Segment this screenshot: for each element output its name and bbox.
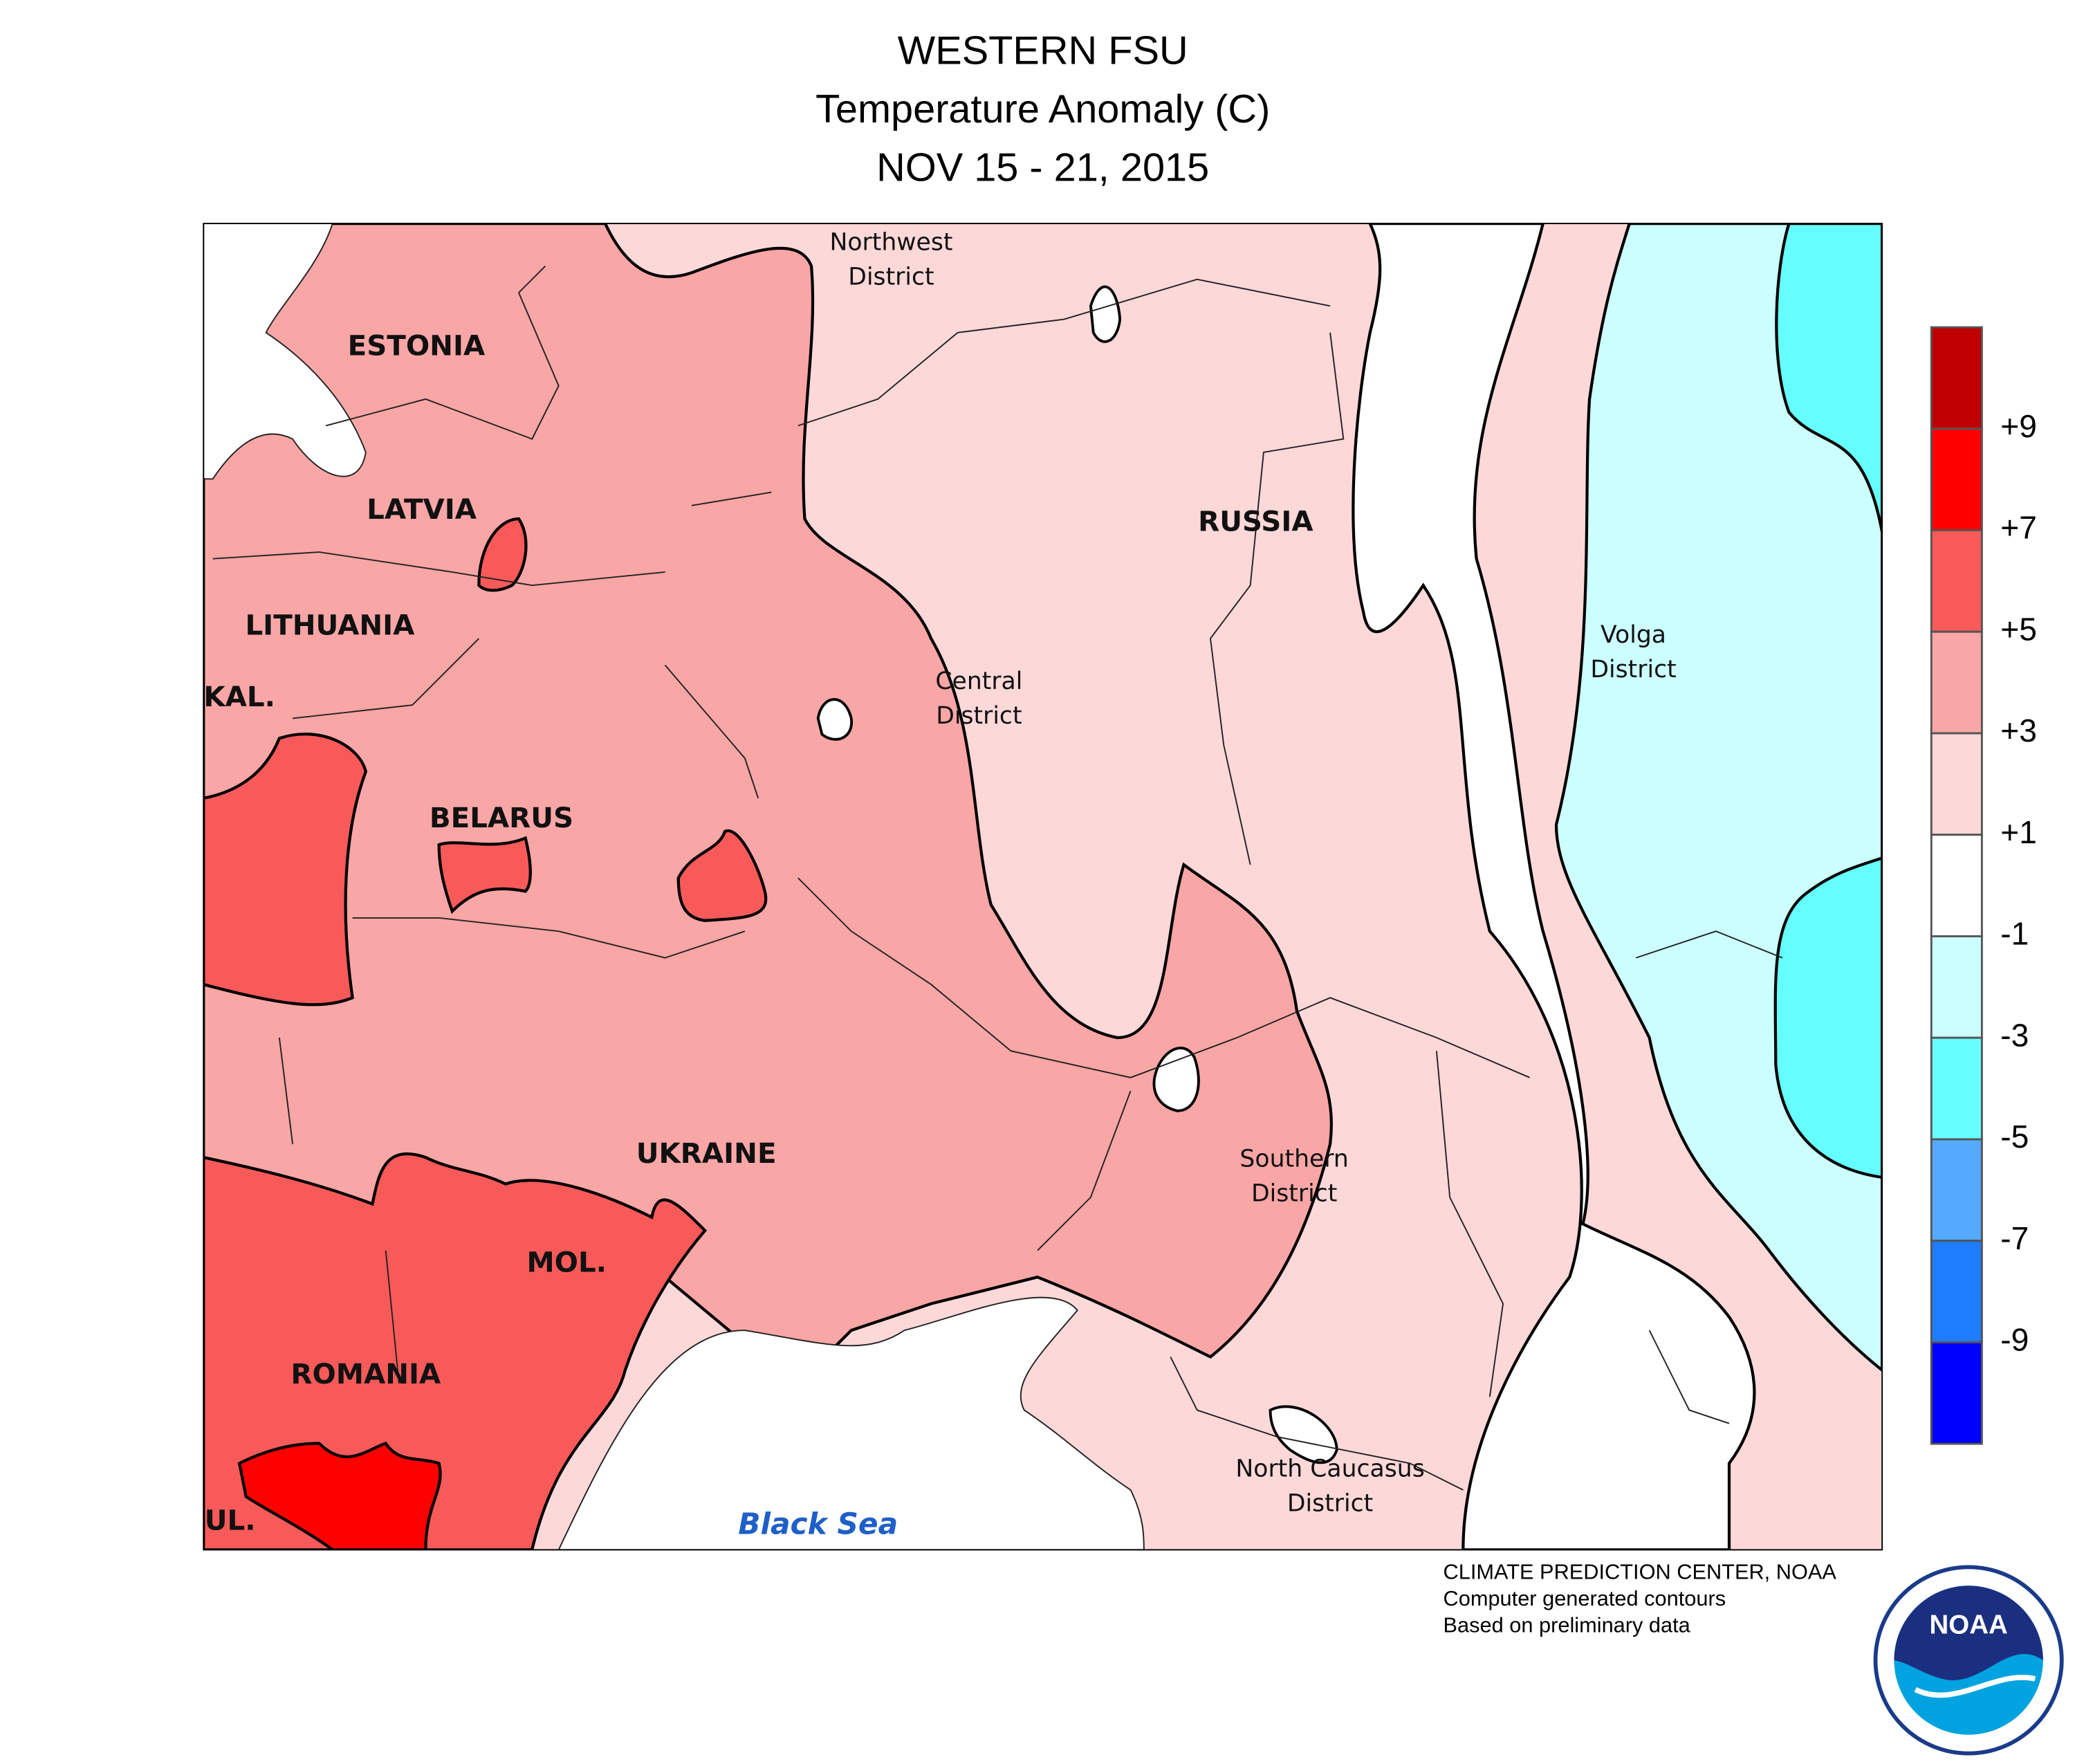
contour-area <box>816 698 853 741</box>
contour-area <box>237 1442 442 1550</box>
sea <box>203 223 367 480</box>
region-labels: ESTONIA LATVIA LITHUANIA KAL. BELARUS UKRAINE… <box>183 229 1676 1541</box>
credit-line: Computer generated contours <box>1444 1586 1726 1610</box>
legend-label: +3 <box>2000 713 2037 748</box>
credit-line: CLIMATE PREDICTION CENTER, NOAA <box>1444 1560 1837 1584</box>
legend-label: -9 <box>2000 1322 2029 1358</box>
sea-label: Black Sea <box>738 1507 898 1541</box>
district-label: Volga <box>1601 621 1666 649</box>
legend-label: -1 <box>2000 916 2029 952</box>
region-label: MOL. <box>526 1246 607 1278</box>
map-period: NOV 15 - 21, 2015 <box>876 146 1209 190</box>
legend-swatch <box>1930 1036 1983 1141</box>
legend-swatch <box>1930 732 1983 836</box>
noaa-logo: NOAA <box>1873 1565 2064 1756</box>
region-label: ESTONIA <box>348 329 486 362</box>
legend-swatch <box>1930 1138 1983 1242</box>
contour-area <box>1775 223 1883 533</box>
district-label: District <box>1590 656 1676 683</box>
logo-text: NOAA <box>1930 1610 2008 1640</box>
contour-area <box>477 517 528 592</box>
legend-label: -5 <box>2000 1119 2029 1155</box>
legend-swatch <box>1930 935 1983 1039</box>
legend-swatch <box>1930 834 1983 937</box>
legend-label: +1 <box>2000 814 2037 850</box>
legend-label: +5 <box>2000 611 2037 647</box>
legend-swatch <box>1930 326 1983 430</box>
contour-area <box>1773 856 1883 1179</box>
legend-swatch <box>1930 630 1983 735</box>
credits: CLIMATE PREDICTION CENTER, NOAA Computer… <box>1444 1560 1837 1637</box>
map-subtitle: Temperature Anomaly (C) <box>815 87 1270 131</box>
contour-area <box>1269 1405 1338 1464</box>
district-label: District <box>1287 1490 1373 1518</box>
region-label: LATVIA <box>367 493 477 526</box>
district-label: Central <box>935 668 1022 695</box>
legend-label: -7 <box>2000 1220 2029 1256</box>
region-label: BELARUS <box>430 802 573 834</box>
region-label: LITHUANIA <box>245 609 415 641</box>
contour-area <box>203 733 368 1007</box>
legend-label: +9 <box>2000 408 2037 444</box>
district-label: District <box>936 702 1022 730</box>
district-label: District <box>1251 1180 1337 1208</box>
contour-area <box>676 829 768 922</box>
contour-area <box>1352 223 1756 1550</box>
district-label: Southern <box>1239 1146 1348 1173</box>
sea <box>557 1296 1145 1550</box>
legend-label: -3 <box>2000 1017 2029 1053</box>
legend-swatch <box>1930 1240 1983 1343</box>
legend-swatch <box>1930 428 1983 531</box>
contour-area <box>203 223 1334 1386</box>
region-label: UKRAINE <box>636 1137 777 1170</box>
contour-area <box>1152 1047 1200 1112</box>
contour-area <box>1089 285 1122 343</box>
district-label: North Caucasus <box>1235 1455 1424 1483</box>
map-title: WESTERN FSU <box>898 28 1188 73</box>
district-label: Northwest <box>829 229 952 257</box>
map: ESTONIA LATVIA LITHUANIA KAL. BELARUS UKRAINE… <box>183 223 1883 1550</box>
district-label: District <box>848 264 934 291</box>
header: WESTERN FSU Temperature Anomaly (C) NOV … <box>815 28 1270 190</box>
region-label: KAL. <box>203 681 275 713</box>
legend-swatch <box>1930 1341 1983 1445</box>
border <box>212 265 1783 1491</box>
map-frame <box>203 223 1883 1551</box>
region-label: RUSSIA <box>1198 505 1313 538</box>
region-label: ROMANIA <box>290 1358 441 1390</box>
color-legend: +9 +7 +5 +3 +1 -1 -3 -5 -7 -9 <box>1930 326 2037 1445</box>
credit-line: Based on preliminary data <box>1444 1613 1691 1637</box>
contour-area <box>437 836 532 915</box>
region-label: BUL. <box>183 1505 256 1537</box>
legend-label: +7 <box>2000 510 2037 546</box>
legend-swatch <box>1930 529 1983 633</box>
